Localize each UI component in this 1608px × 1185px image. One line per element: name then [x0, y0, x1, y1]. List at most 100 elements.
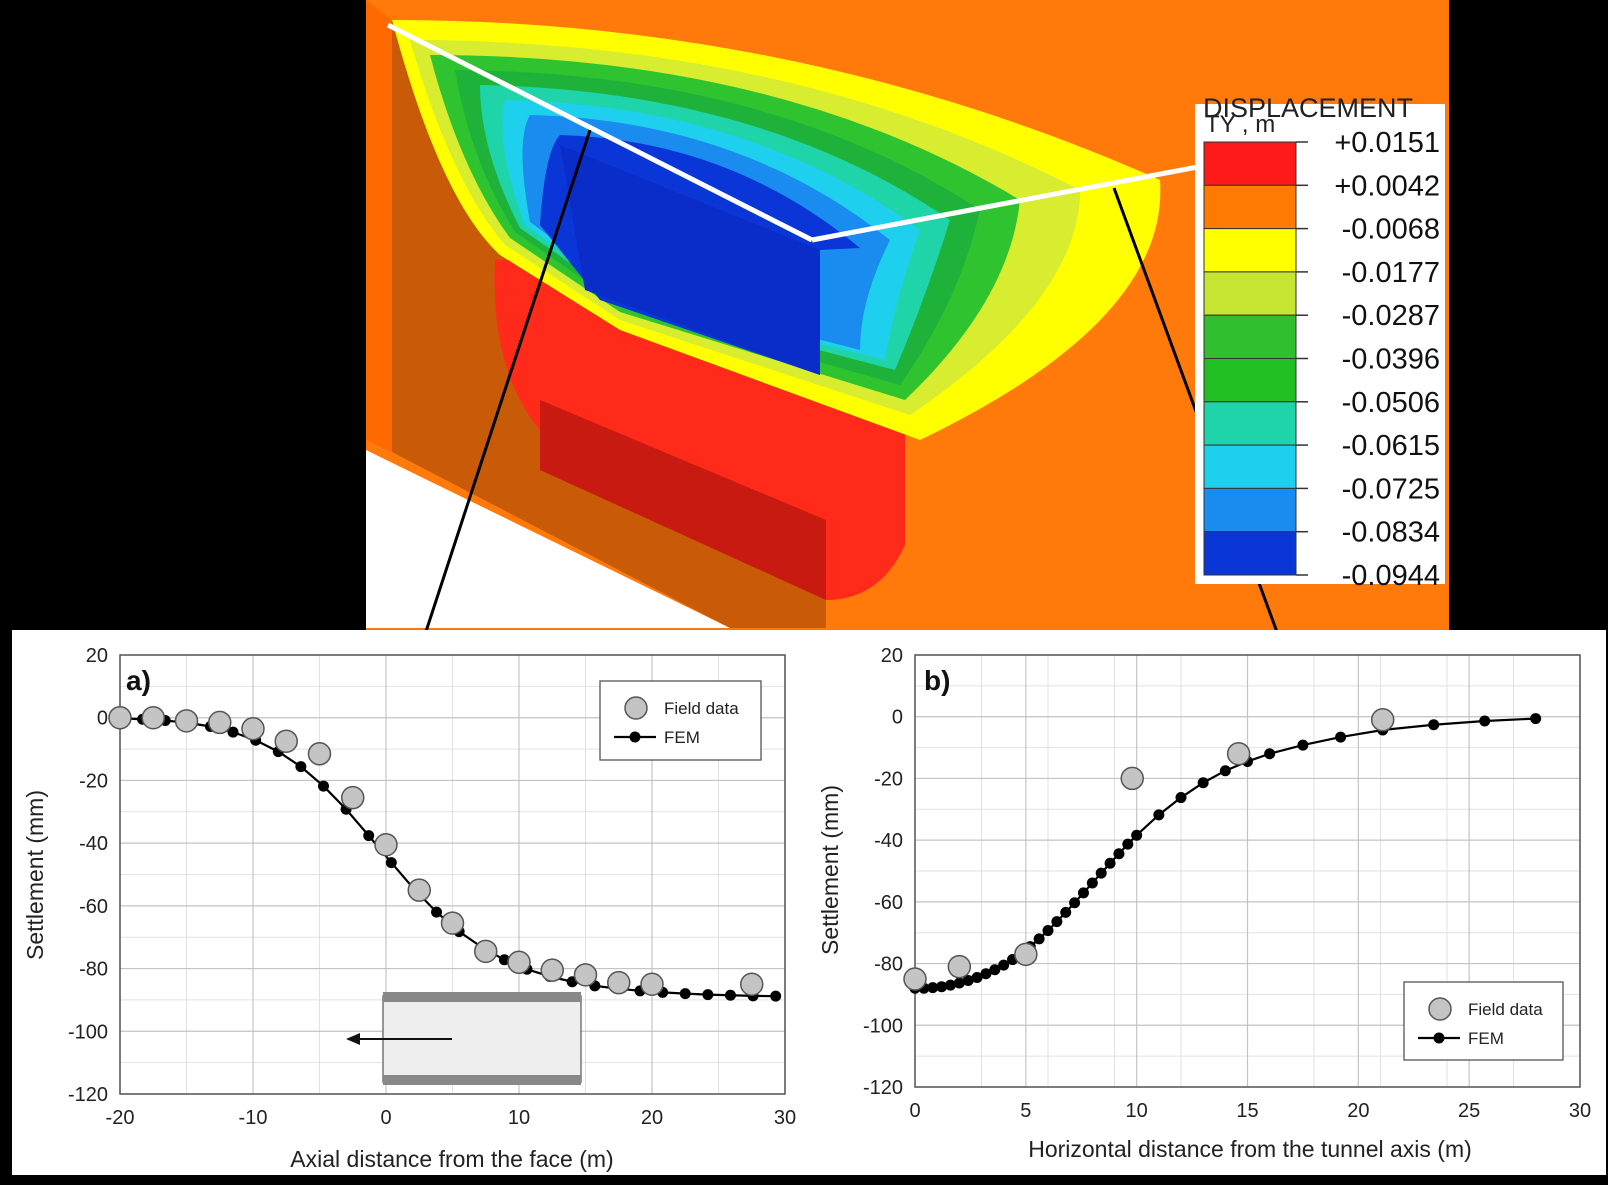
field-data-point — [573, 963, 598, 987]
field-data-point — [540, 958, 564, 982]
fem-point — [998, 959, 1010, 971]
fem-point — [1479, 715, 1491, 727]
contour-legend-title: DISPLACEMENT — [1203, 93, 1413, 123]
fem-point — [971, 971, 983, 983]
fem-point — [1530, 713, 1542, 725]
y-tick-label: 0 — [892, 707, 903, 729]
x-tick-label: 25 — [1458, 1100, 1480, 1122]
fem-point — [962, 975, 974, 987]
field-data-point — [947, 954, 972, 979]
x-tick-label: 5 — [1020, 1100, 1031, 1122]
fem-point — [702, 989, 714, 1001]
panel-b-x-tick-labels: 0 5 10 15 20 25 30 — [909, 1100, 1591, 1122]
fem-point — [1086, 877, 1098, 889]
contour-band-8 — [1203, 487, 1297, 533]
legend-field-label: Field data — [1468, 1000, 1543, 1019]
contour-band-5 — [1203, 358, 1297, 403]
contour-level-label-10: -0.0944 — [1342, 560, 1440, 592]
contour-band-0 — [1203, 141, 1297, 186]
chart-panel-b: 200-20-40-60-80-100-120 0 5 10 15 20 25 30 b) … — [817, 645, 1591, 1162]
fem-point — [317, 780, 329, 792]
contour-level-label-7: -0.0615 — [1342, 430, 1440, 462]
fem-point — [944, 979, 956, 991]
legend-field-label: Field data — [664, 699, 739, 718]
fem-point — [980, 968, 992, 980]
tunnel-inset-bottom-lining — [383, 1075, 581, 1085]
field-data-point — [208, 710, 232, 735]
field-data-point — [507, 950, 531, 975]
fem-point — [1033, 933, 1045, 945]
fem-point — [1095, 867, 1107, 879]
tunnel-inset-arrow-head — [346, 1033, 360, 1045]
fem-point — [1122, 838, 1134, 850]
legend-fem-label: FEM — [664, 728, 700, 747]
x-tick-label: 10 — [1126, 1100, 1148, 1122]
field-data-point — [307, 742, 332, 766]
field-data-point — [640, 972, 664, 996]
fem-point — [953, 977, 965, 989]
field-data-point — [174, 709, 199, 733]
fem-point — [1175, 792, 1187, 804]
field-data-point — [1226, 741, 1251, 766]
x-tick-label: 15 — [1236, 1100, 1258, 1122]
field-data-point — [108, 705, 132, 730]
field-data-point — [374, 832, 398, 857]
contour-level-label-0: +0.0151 — [1334, 127, 1440, 159]
fem-point — [1051, 916, 1063, 928]
legend-fem-label: FEM — [1468, 1029, 1504, 1048]
field-data-point — [903, 967, 927, 991]
y-tick-label: -60 — [874, 892, 903, 914]
fem-point — [1264, 748, 1276, 760]
fem-point — [431, 906, 443, 918]
fem-point — [1042, 925, 1054, 937]
fem-point — [227, 726, 239, 738]
panel-a-y-axis-title: Settlement (mm) — [22, 790, 48, 960]
y-tick-label: -60 — [79, 896, 108, 918]
y-tick-label: -100 — [863, 1015, 903, 1037]
panel-a-x-axis-title: Axial distance from the face (m) — [290, 1146, 613, 1172]
panel-a-legend: Field data FEM — [599, 680, 762, 761]
panel-a-frame — [119, 654, 786, 1095]
y-tick-label: 20 — [86, 645, 108, 667]
fem-point — [1197, 777, 1209, 789]
x-tick-label: 20 — [641, 1107, 663, 1129]
contour-level-label-5: -0.0396 — [1342, 344, 1440, 376]
fem-point — [770, 990, 782, 1002]
y-tick-label: -20 — [874, 768, 903, 790]
panel-b-legend: Field data FEM — [1403, 981, 1564, 1061]
legend-fem-marker — [629, 731, 641, 743]
contour-legend-subtitle: TY , m — [1205, 111, 1275, 138]
y-tick-label: -40 — [874, 830, 903, 852]
panel-a-field-series — [108, 705, 764, 996]
panel-b-x-axis-title: Horizontal distance from the tunnel axis… — [1028, 1136, 1472, 1162]
fem-point — [363, 830, 375, 842]
contour-level-label-3: -0.0177 — [1342, 257, 1440, 289]
field-data-point — [341, 785, 365, 810]
y-tick-label: -100 — [68, 1021, 108, 1043]
contour-level-label-9: -0.0834 — [1342, 517, 1440, 549]
contour-legend: DISPLACEMENT TY , m +0.0151 +0.0042 -0.006… — [1195, 93, 1445, 592]
x-tick-label: -10 — [239, 1107, 268, 1129]
y-tick-label: -120 — [68, 1084, 108, 1106]
panel-a-tunnel-inset — [346, 992, 582, 1085]
field-data-point — [241, 716, 265, 741]
fem-point — [1069, 897, 1081, 909]
contour-band-7 — [1203, 444, 1297, 489]
legend-box — [1403, 981, 1564, 1061]
panel-a-y-tick-labels: 20 0 -20 -40 -60 -80 -100 -120 — [68, 645, 108, 1106]
y-tick-label: -120 — [863, 1077, 903, 1099]
field-data-point — [407, 878, 431, 902]
panel-a-label: a) — [126, 665, 151, 696]
contour-level-label-1: +0.0042 — [1334, 170, 1440, 202]
fem-point — [1219, 765, 1231, 777]
field-data-point — [1370, 708, 1395, 732]
contour-level-label-6: -0.0506 — [1342, 387, 1440, 419]
field-data-point — [1120, 766, 1144, 791]
y-tick-label: -80 — [79, 959, 108, 981]
contour-band-4 — [1203, 314, 1297, 360]
x-tick-label: 30 — [774, 1107, 796, 1129]
fem-point — [989, 964, 1001, 976]
fem-point — [1113, 848, 1125, 860]
field-data-point — [607, 970, 631, 995]
